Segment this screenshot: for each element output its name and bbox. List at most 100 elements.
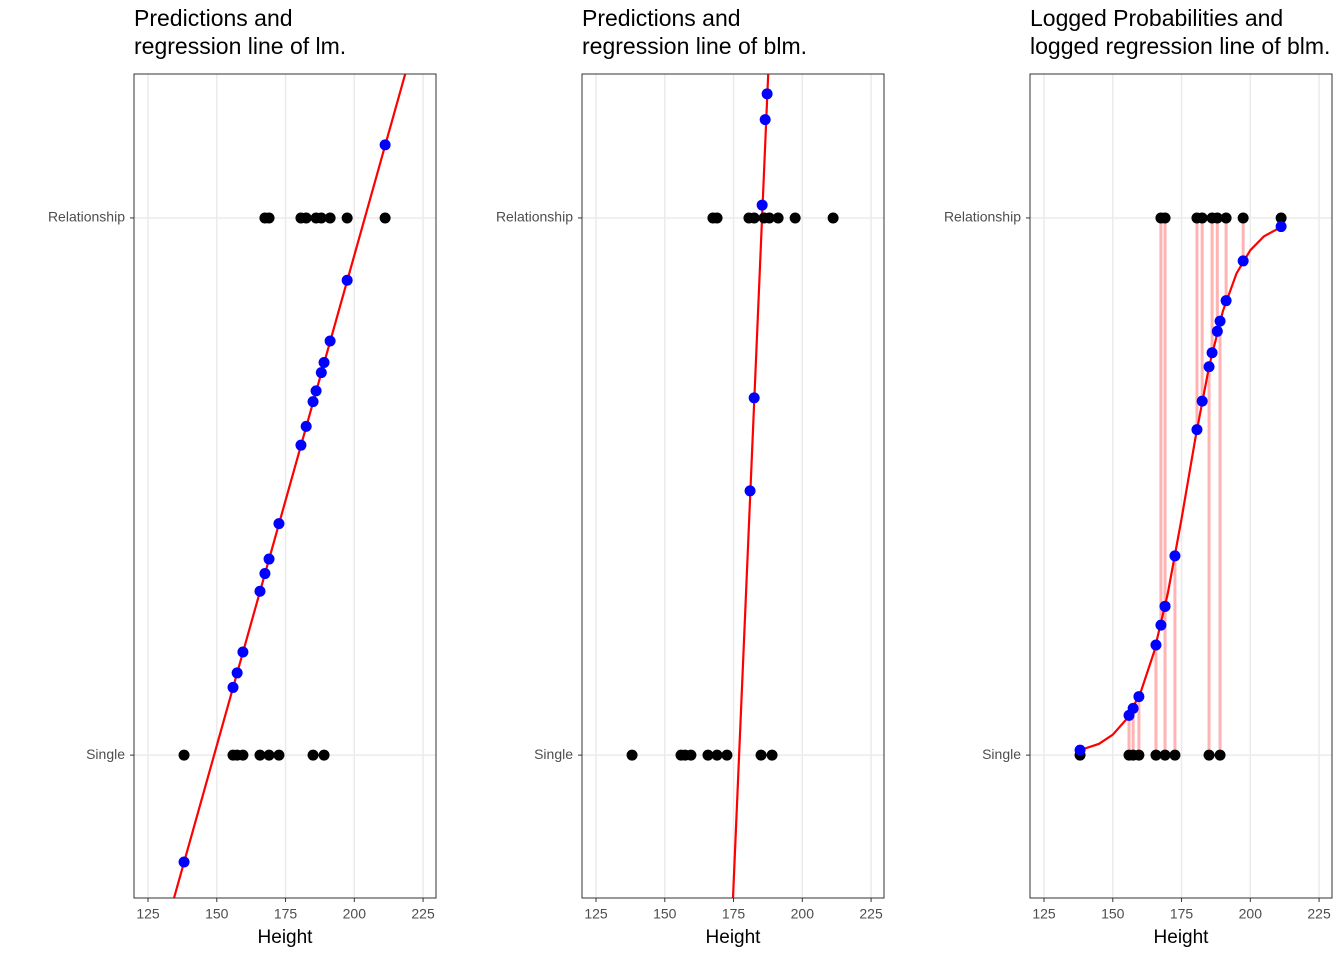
point [1275, 212, 1287, 224]
point [1214, 315, 1226, 327]
x-tick-label: 150 [653, 906, 677, 922]
y-tick-label: Relationship [496, 209, 573, 225]
x-tick-label: 225 [411, 906, 435, 922]
point [1211, 325, 1223, 337]
point [756, 199, 768, 211]
point [263, 553, 275, 565]
point [1159, 212, 1171, 224]
x-tick-label: 125 [136, 906, 160, 922]
point [1133, 749, 1145, 761]
point [1203, 749, 1215, 761]
point [300, 420, 312, 432]
x-tick-label: 175 [274, 906, 298, 922]
point [1169, 550, 1181, 562]
point [1220, 212, 1232, 224]
point [341, 274, 353, 286]
x-tick-label: 125 [1032, 906, 1056, 922]
point [324, 212, 336, 224]
point [1150, 639, 1162, 651]
point [315, 367, 327, 379]
point [341, 212, 353, 224]
x-tick-label: 200 [343, 906, 367, 922]
point [626, 749, 638, 761]
x-tick-label: 175 [1170, 906, 1194, 922]
point [711, 212, 723, 224]
point [763, 212, 775, 224]
point [310, 385, 322, 397]
x-tick-label: 150 [1101, 906, 1125, 922]
point [254, 749, 266, 761]
point [748, 212, 760, 224]
point [254, 585, 266, 597]
x-tick-label: 125 [584, 906, 608, 922]
x-axis-label: Height [706, 927, 762, 948]
point [379, 139, 391, 151]
point [748, 392, 760, 404]
panel-border [1029, 73, 1333, 899]
point [178, 749, 190, 761]
chart-title: Predictions and [582, 5, 741, 31]
point [1196, 395, 1208, 407]
x-axis-label: Height [1154, 927, 1210, 948]
panel-border [133, 73, 437, 899]
point [178, 856, 190, 868]
y-tick-label: Relationship [48, 209, 125, 225]
point [295, 439, 307, 451]
point [1127, 702, 1139, 714]
point [1159, 749, 1171, 761]
point [1211, 212, 1223, 224]
point [755, 749, 767, 761]
point [273, 749, 285, 761]
point [772, 212, 784, 224]
point [231, 667, 243, 679]
point [318, 749, 330, 761]
point [1169, 749, 1181, 761]
point [227, 681, 239, 693]
x-tick-label: 200 [1239, 906, 1263, 922]
point [259, 568, 271, 580]
plot-area [172, 74, 407, 898]
point [263, 212, 275, 224]
point [1133, 691, 1145, 703]
point [318, 356, 330, 368]
point [307, 396, 319, 408]
y-tick-label: Single [86, 746, 125, 762]
point [237, 749, 249, 761]
regression-line [172, 74, 407, 898]
point [761, 88, 773, 100]
point [685, 749, 697, 761]
point [789, 212, 801, 224]
point [1155, 619, 1167, 631]
point [1206, 347, 1218, 359]
plot-area [1074, 212, 1287, 761]
y-tick-label: Relationship [944, 209, 1021, 225]
point [324, 335, 336, 347]
point [1191, 424, 1203, 436]
point [1159, 600, 1171, 612]
chart-title: regression line of lm. [134, 33, 346, 59]
chart-title: Predictions and [134, 5, 293, 31]
x-axis-label: Height [258, 927, 314, 948]
point [1275, 221, 1287, 233]
y-tick-label: Single [982, 746, 1021, 762]
x-tick-label: 175 [722, 906, 746, 922]
point [300, 212, 312, 224]
point [1220, 295, 1232, 307]
x-tick-label: 225 [859, 906, 883, 922]
point [263, 749, 275, 761]
point [237, 646, 249, 658]
point [759, 114, 771, 126]
point [307, 749, 319, 761]
point [1237, 255, 1249, 267]
point [1214, 749, 1226, 761]
chart-title: logged regression line of blm. [1030, 33, 1330, 59]
point [1150, 749, 1162, 761]
chart-title: Logged Probabilities and [1030, 5, 1283, 31]
point [711, 749, 723, 761]
point [379, 212, 391, 224]
point [702, 749, 714, 761]
